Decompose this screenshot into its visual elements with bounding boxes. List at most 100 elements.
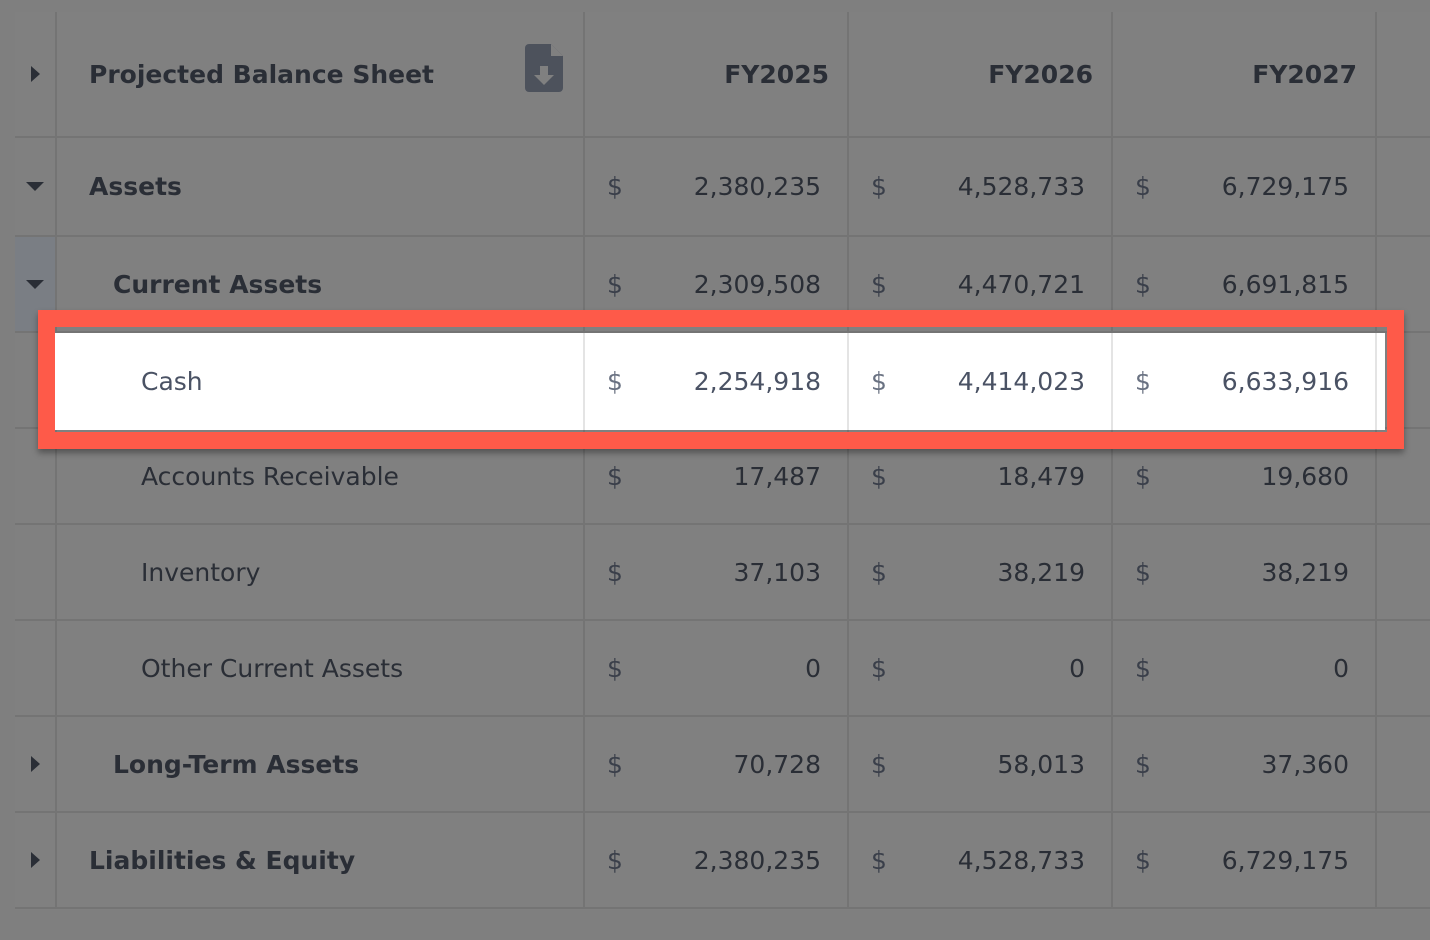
row-label: Liabilities & Equity [89,845,356,875]
currency-symbol: $ [607,749,623,779]
cell-fy2027: $6,633,916 [1111,333,1375,430]
cell-value: 4,470,721 [957,269,1085,299]
cell-fy2027: $37,360 [1111,717,1375,811]
cell-value: 38,219 [1261,557,1349,587]
cell-fy2026: $4,528,733 [847,138,1111,235]
column-header-fy2027: FY2027 [1252,59,1357,89]
cell-value: 18,479 [997,461,1085,491]
table-row[interactable]: Accounts Receivable $17,487 $18,479 $19,680 [15,429,1430,525]
currency-symbol: $ [871,557,887,587]
currency-symbol: $ [871,653,887,683]
currency-symbol: $ [1135,269,1151,299]
cell-fy2025: $37,103 [583,525,847,619]
currency-symbol: $ [871,172,887,201]
page-title: Projected Balance Sheet [89,59,434,89]
caret-right-icon [30,756,40,772]
cell-value: 4,528,733 [957,845,1085,875]
cell-value: 6,729,175 [1221,845,1349,875]
cell-fy2026: $0 [847,621,1111,715]
cell-value: 38,219 [997,557,1085,587]
cell-value: 4,528,733 [957,172,1085,201]
cell-fy2027: $19,680 [1111,429,1375,523]
currency-symbol: $ [607,653,623,683]
cell-value: 58,013 [997,749,1085,779]
column-header-fy2025: FY2025 [724,59,829,89]
cell-value: 70,728 [733,749,821,779]
currency-symbol: $ [607,845,623,875]
currency-symbol: $ [607,269,623,299]
currency-symbol: $ [1135,749,1151,779]
currency-symbol: $ [1135,653,1151,683]
header-row: Projected Balance Sheet FY2025 FY2026 FY… [15,12,1430,138]
cell-fy2025: $2,254,918 [583,333,847,430]
table-row[interactable]: Cash $2,254,918 $4,414,023 $6,633,916 [55,333,1385,430]
cell-fy2026: $4,414,023 [847,333,1111,430]
highlighted-row[interactable]: Cash $2,254,918 $4,414,023 $6,633,916 [55,333,1385,430]
cell-value: 2,380,235 [693,172,821,201]
currency-symbol: $ [607,461,623,491]
row-toggle[interactable] [15,717,55,811]
cell-value: 6,729,175 [1221,172,1349,201]
cell-value: 0 [1333,653,1349,683]
table-row[interactable]: Liabilities & Equity $2,380,235 $4,528,733… [15,813,1430,909]
cell-fy2025: $2,380,235 [583,138,847,235]
currency-symbol: $ [1135,172,1151,201]
currency-symbol: $ [607,172,623,201]
cell-fy2027: $6,729,175 [1111,813,1375,907]
row-toggle [15,525,55,619]
cell-fy2026: $4,470,721 [847,237,1111,331]
cell-fy2027: $0 [1111,621,1375,715]
row-label: Inventory [141,557,261,587]
caret-down-icon [26,279,44,289]
caret-right-icon [30,66,40,82]
highlight-frame [38,310,1404,449]
table-row[interactable]: Assets $2,380,235 $4,528,733 $6,729,175 [15,138,1430,237]
cell-fy2025: $2,309,508 [583,237,847,331]
cell-fy2025: $0 [583,621,847,715]
table-row[interactable]: Current Assets $2,309,508 $4,470,721 $6,691… [15,237,1430,333]
caret-down-icon [26,182,44,191]
row-toggle[interactable] [15,138,55,235]
cell-fy2026: $38,219 [847,525,1111,619]
cell-value: 37,103 [733,557,821,587]
row-label: Current Assets [113,269,323,299]
cell-fy2027: $38,219 [1111,525,1375,619]
currency-symbol: $ [1135,461,1151,491]
cell-fy2027: $6,691,815 [1111,237,1375,331]
cell-fy2027: $6,729,175 [1111,138,1375,235]
currency-symbol: $ [871,269,887,299]
cell-fy2026: $58,013 [847,717,1111,811]
cell-fy2026: $18,479 [847,429,1111,523]
expand-all-toggle[interactable] [15,12,55,136]
cell-value: 2,254,918 [693,367,821,396]
cell-value: 0 [1069,653,1085,683]
currency-symbol: $ [871,367,887,396]
cell-value: 2,309,508 [693,269,821,299]
table-row[interactable]: Other Current Assets $0 $0 $0 [15,621,1430,717]
currency-symbol: $ [871,845,887,875]
cell-value: 17,487 [733,461,821,491]
table-row[interactable]: Long-Term Assets $70,728 $58,013 $37,360 [15,717,1430,813]
cell-value: 0 [805,653,821,683]
row-toggle [15,621,55,715]
file-download-icon[interactable] [525,44,563,92]
cell-fy2026: $4,528,733 [847,813,1111,907]
currency-symbol: $ [1135,557,1151,587]
row-label: Accounts Receivable [141,461,399,491]
cell-value: 6,633,916 [1221,367,1349,396]
balance-sheet-table: Projected Balance Sheet FY2025 FY2026 FY… [15,12,1430,910]
cell-value: 4,414,023 [957,367,1085,396]
row-label: Long-Term Assets [113,749,360,779]
cell-value: 2,380,235 [693,845,821,875]
currency-symbol: $ [607,557,623,587]
currency-symbol: $ [1135,845,1151,875]
table-row[interactable]: Inventory $37,103 $38,219 $38,219 [15,525,1430,621]
row-toggle[interactable] [15,813,55,907]
column-header-fy2026: FY2026 [988,59,1093,89]
cell-value: 6,691,815 [1221,269,1349,299]
currency-symbol: $ [607,367,623,396]
currency-symbol: $ [871,749,887,779]
cell-fy2025: $17,487 [583,429,847,523]
currency-symbol: $ [1135,367,1151,396]
row-label: Cash [141,367,203,396]
